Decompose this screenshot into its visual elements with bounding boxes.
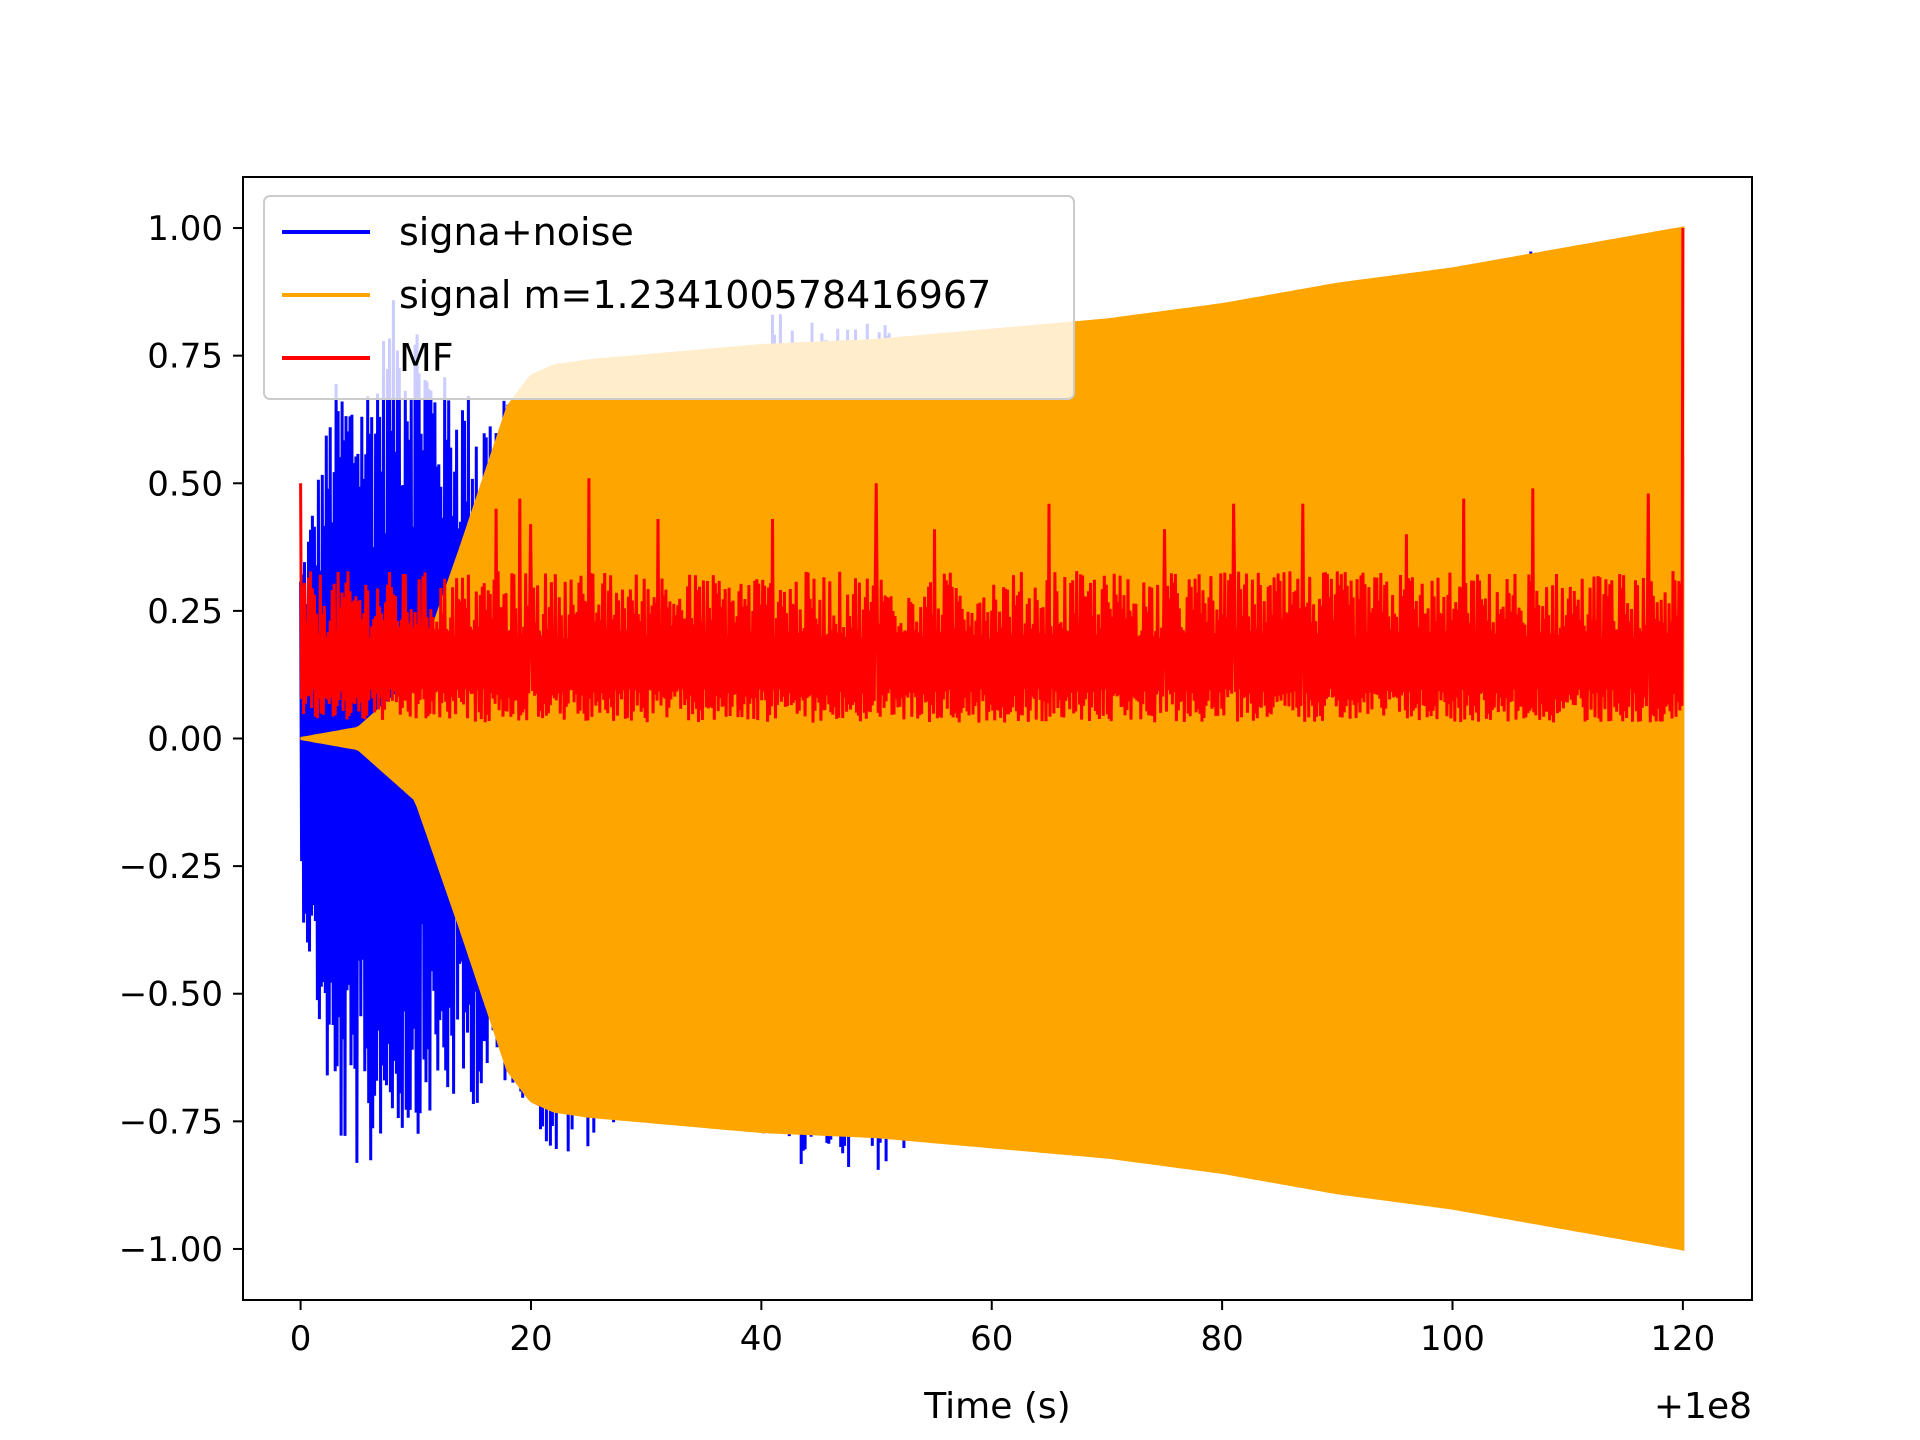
x-tick-label: 120 [1650, 1319, 1715, 1359]
y-tick-label: −0.50 [119, 975, 223, 1015]
x-tick-label: 0 [290, 1319, 312, 1359]
series-mf-line [299, 227, 1685, 723]
y-tick-label: 0.75 [147, 337, 223, 377]
axes: 0 20 40 60 80 100 120 1.00 0.75 0.50 0.25 0.00 −0.25… [119, 176, 1753, 1427]
plot-area [299, 226, 1685, 1251]
y-tick-label: 0.25 [147, 592, 223, 632]
x-tick-label: 100 [1420, 1319, 1485, 1359]
y-tick-label: −1.00 [119, 1230, 223, 1270]
legend-box [263, 195, 1075, 400]
y-tick-label: −0.25 [119, 847, 223, 887]
legend: signa+noise signal m=1.234100578416967 MF [263, 195, 1075, 400]
y-tick-label: −0.75 [119, 1102, 223, 1142]
x-axis-offset-label: +1e8 [1654, 1386, 1752, 1427]
y-tick-label: 1.00 [147, 209, 223, 249]
y-tick-label: 0.50 [147, 464, 223, 504]
x-tick-label: 60 [970, 1319, 1013, 1359]
legend-label: MF [399, 336, 454, 380]
x-tick-label: 20 [509, 1319, 552, 1359]
legend-label: signal m=1.234100578416967 [399, 273, 991, 317]
x-tick-label: 40 [740, 1319, 783, 1359]
x-axis-label: Time (s) [923, 1386, 1070, 1427]
y-tick-label: 0.00 [147, 720, 223, 760]
legend-label: signa+noise [399, 210, 634, 254]
x-tick-label: 80 [1200, 1319, 1243, 1359]
